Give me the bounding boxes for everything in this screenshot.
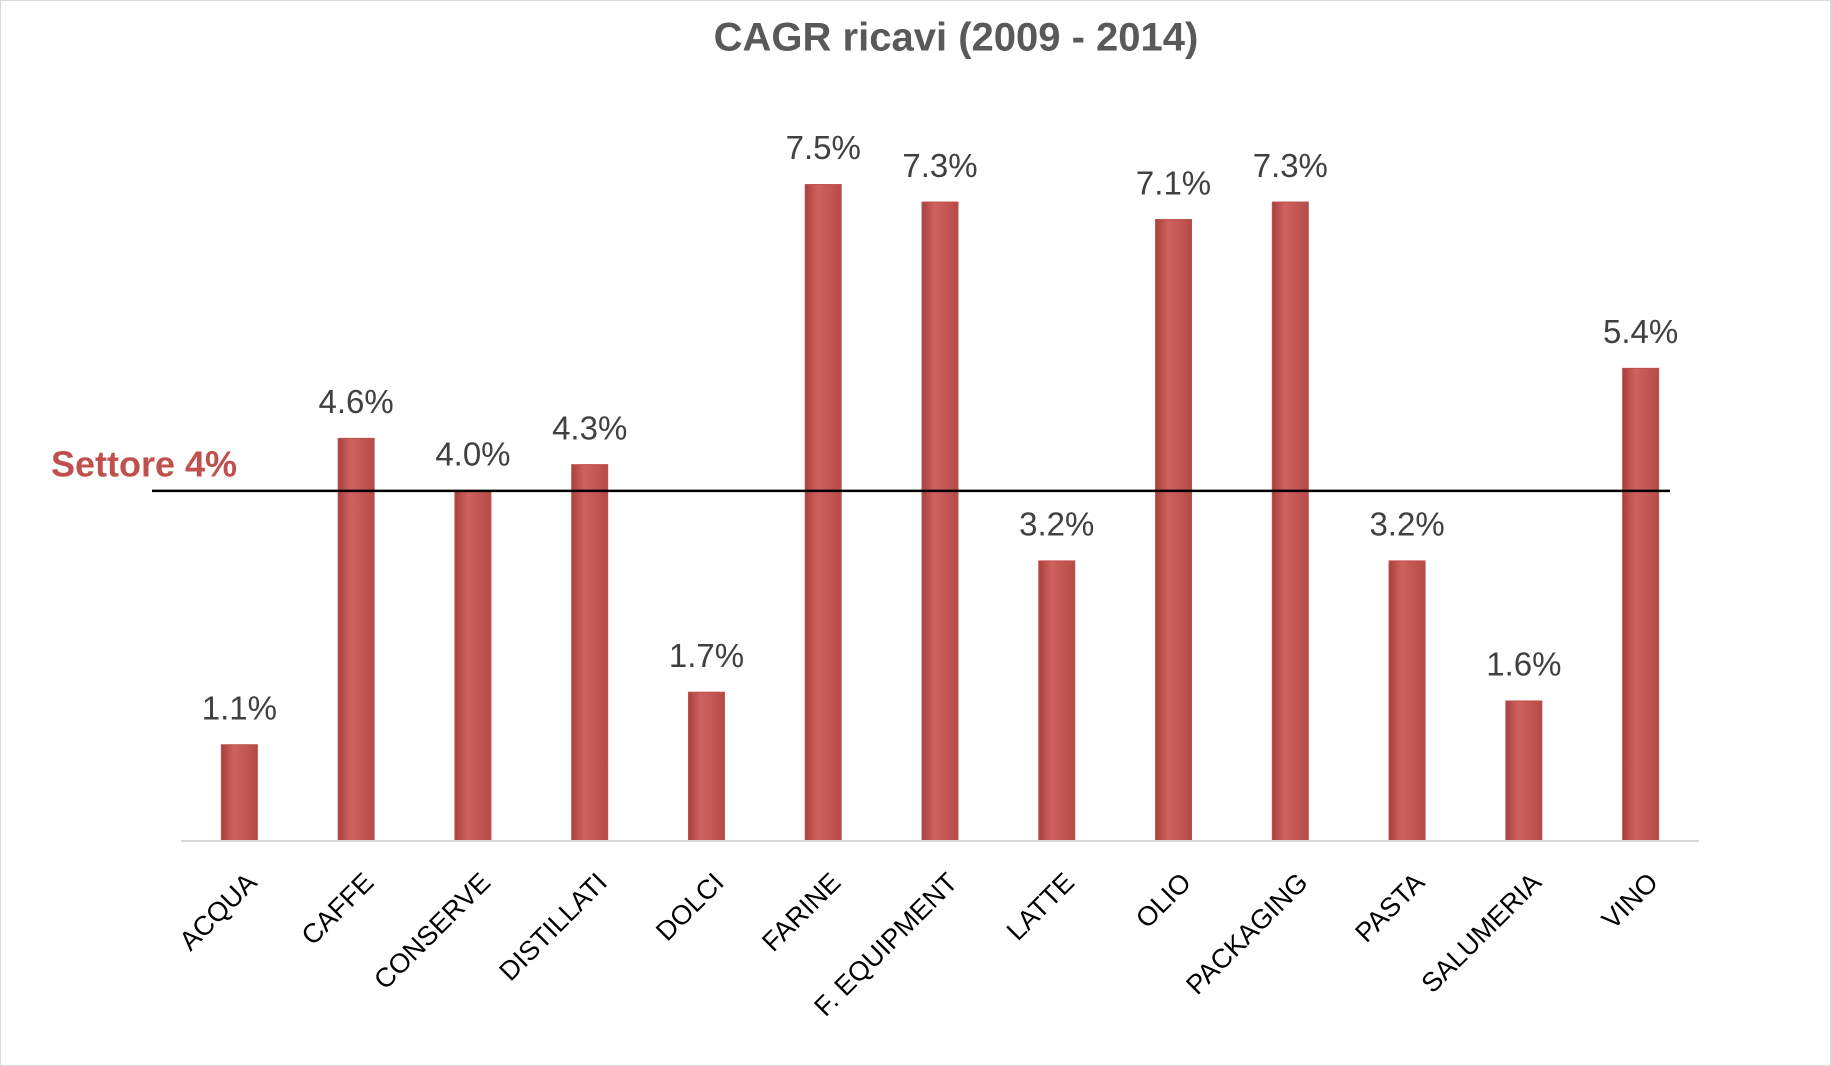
value-label: 7.1% xyxy=(1136,164,1211,201)
reference-label: Settore 4% xyxy=(51,443,237,484)
bar xyxy=(687,691,725,842)
chart-title: CAGR ricavi (2009 - 2014) xyxy=(714,16,1199,60)
bar xyxy=(1155,219,1193,842)
value-label: 7.3% xyxy=(1253,147,1328,184)
bar xyxy=(1388,560,1426,842)
value-label: 3.2% xyxy=(1369,506,1444,543)
value-label: 5.4% xyxy=(1603,313,1678,350)
bar xyxy=(220,744,258,842)
bar xyxy=(454,490,492,842)
value-label: 7.3% xyxy=(902,147,977,184)
value-label: 1.7% xyxy=(669,637,744,674)
bar xyxy=(1271,201,1309,842)
value-label: 3.2% xyxy=(1019,506,1094,543)
bar xyxy=(1038,560,1076,842)
value-label: 4.6% xyxy=(319,383,394,420)
value-label: 1.1% xyxy=(202,689,277,726)
value-label: 7.5% xyxy=(786,129,861,166)
bar xyxy=(1622,367,1660,842)
bar xyxy=(921,201,959,842)
bar xyxy=(804,184,842,842)
bar xyxy=(337,437,375,842)
value-label: 4.3% xyxy=(552,409,627,446)
value-label: 1.6% xyxy=(1486,646,1561,683)
bar xyxy=(1505,700,1543,842)
value-label: 4.0% xyxy=(435,436,510,473)
bar xyxy=(571,464,609,842)
